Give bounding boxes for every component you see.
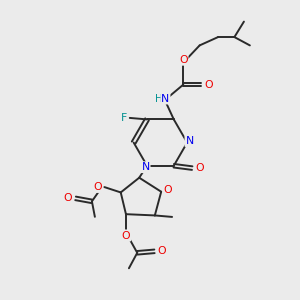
Text: O: O (164, 185, 172, 195)
Text: O: O (204, 80, 213, 90)
Text: N: N (161, 94, 169, 103)
Text: O: O (94, 182, 102, 192)
Text: O: O (158, 246, 166, 256)
Text: O: O (64, 194, 72, 203)
Text: N: N (185, 136, 194, 146)
Text: H: H (154, 94, 162, 103)
Text: O: O (195, 163, 204, 173)
Text: O: O (179, 55, 188, 65)
Text: N: N (141, 162, 150, 172)
Text: F: F (121, 113, 127, 123)
Text: O: O (122, 231, 130, 241)
